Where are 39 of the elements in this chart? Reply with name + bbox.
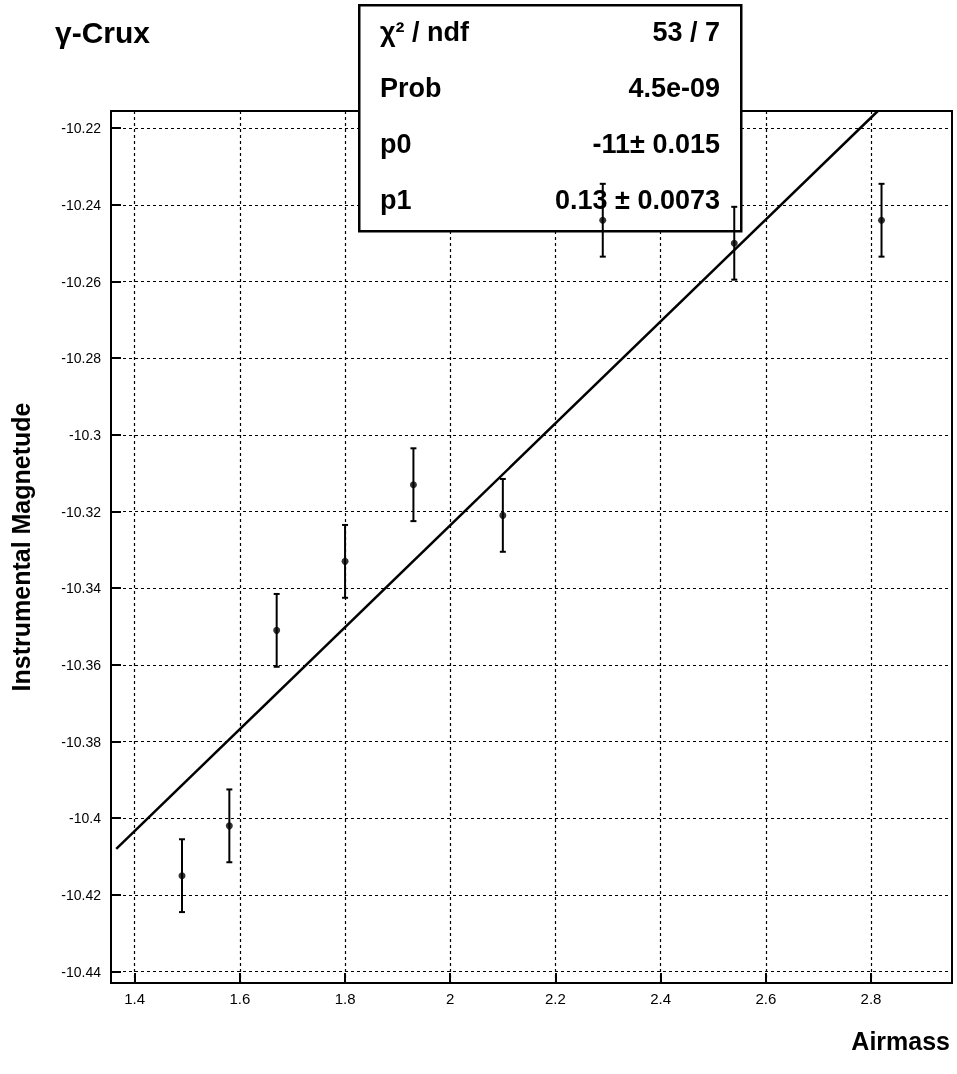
text: 53 / 7: [652, 16, 721, 47]
text: Prob: [380, 72, 442, 103]
x-axis-title: Airmass: [851, 1026, 950, 1055]
y-tick-label: -10.3: [69, 426, 102, 443]
y-tick-label: -10.42: [61, 886, 102, 903]
y-tick-label: -10.34: [61, 580, 102, 597]
y-tick-label: -10.24: [61, 196, 102, 213]
y-tick-label: -10.26: [61, 273, 102, 290]
y-tick-label: -10.44: [61, 963, 102, 980]
text: χ² / ndf: [380, 16, 471, 47]
chart-title: γ-Crux: [55, 15, 151, 49]
point: [225, 822, 233, 830]
y-tick-label: -10.4: [69, 810, 102, 827]
x-tick-label: 2.4: [650, 990, 672, 1007]
x-tick-label: 2.8: [860, 990, 882, 1007]
point: [499, 511, 507, 519]
x-tick-label: 2.6: [755, 990, 777, 1007]
annotation: p0: [380, 128, 412, 159]
point: [273, 626, 281, 634]
text: 4.5e-09: [628, 72, 720, 103]
point: [341, 557, 349, 565]
annotation: -11± 0.015: [592, 128, 720, 159]
x-tick-label: 1.6: [229, 990, 251, 1007]
point: [730, 239, 738, 247]
y-tick-label: -10.36: [61, 656, 102, 673]
point: [599, 216, 607, 224]
x-tick-label: 2.2: [545, 990, 566, 1007]
y-tick-label: -10.28: [61, 350, 102, 367]
annotation: p1: [380, 184, 412, 215]
x-tick-label: 1.4: [124, 990, 146, 1007]
point: [878, 216, 886, 224]
y-tick-label: -10.32: [61, 503, 102, 520]
point: [178, 872, 186, 880]
y-tick-label: -10.38: [61, 733, 102, 750]
y-axis-title: Instrumental Magnetude: [6, 402, 35, 692]
x-tick-label: 2: [446, 990, 455, 1007]
y-tick-label: -10.22: [61, 120, 102, 137]
point: [409, 481, 417, 489]
x-tick-label: 1.8: [334, 990, 356, 1007]
